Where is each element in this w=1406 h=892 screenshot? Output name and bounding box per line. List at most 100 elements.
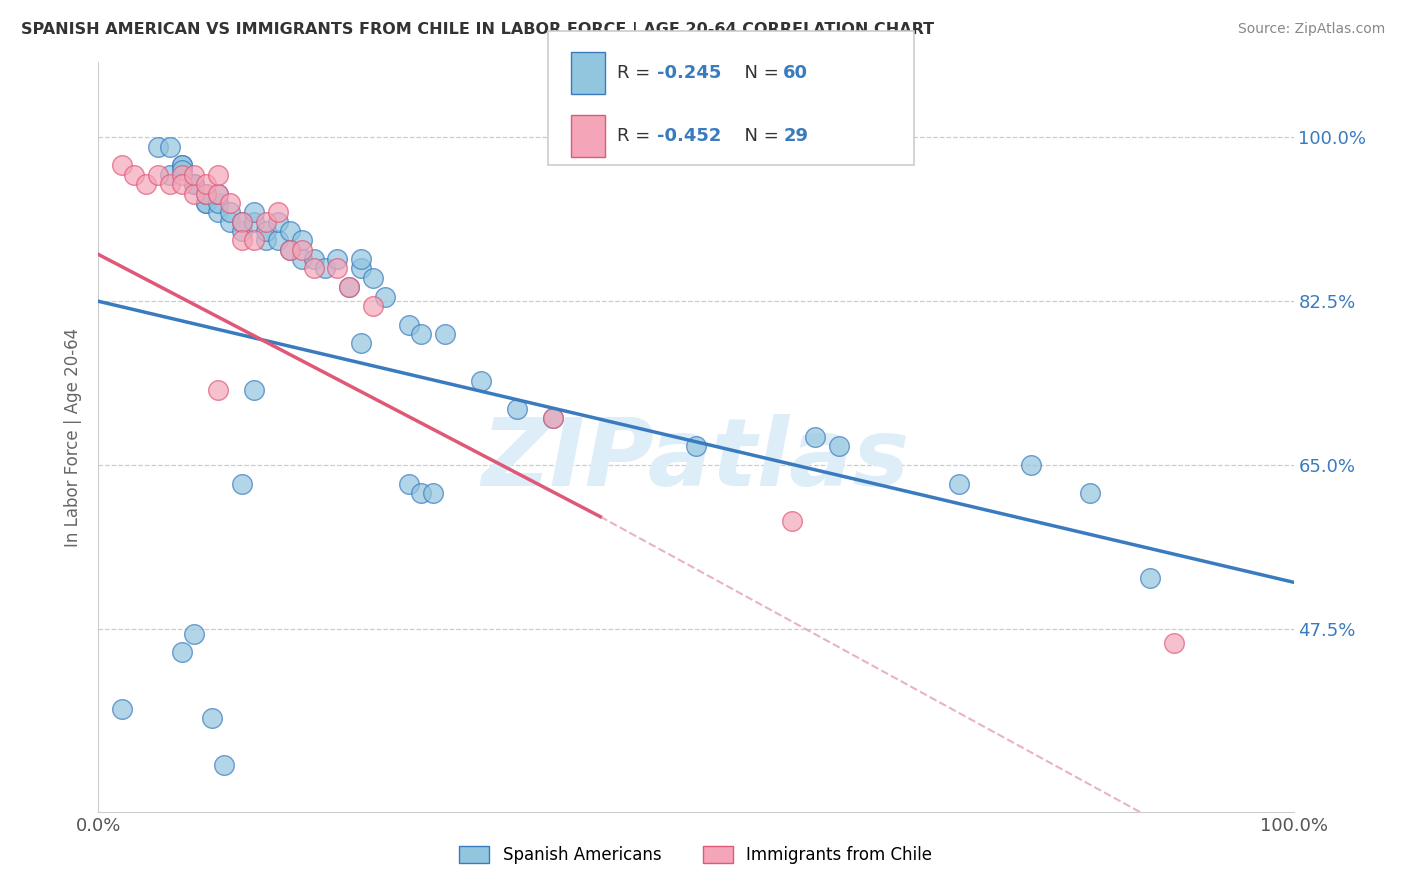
Point [302, 252, 325, 266]
Point [231, 214, 253, 228]
Point [195, 186, 218, 201]
Point [172, 646, 194, 660]
Point [148, 168, 170, 182]
Point [195, 186, 218, 201]
Point [339, 280, 361, 294]
Point [267, 214, 290, 228]
Point [231, 476, 253, 491]
Point [254, 233, 277, 247]
Point [363, 299, 385, 313]
Point [207, 205, 229, 219]
Point [948, 476, 970, 491]
Point [685, 439, 707, 453]
Point [231, 233, 253, 247]
Text: 60: 60 [783, 64, 808, 82]
Point [302, 261, 325, 276]
Point [541, 411, 564, 425]
Point [201, 711, 224, 725]
Point [207, 186, 229, 201]
Point [183, 186, 205, 201]
Point [243, 205, 266, 219]
Text: -0.245: -0.245 [657, 64, 721, 82]
Point [254, 224, 277, 238]
Text: -0.452: -0.452 [657, 127, 721, 145]
Point [207, 168, 229, 182]
Text: N =: N = [733, 64, 785, 82]
Point [1080, 486, 1102, 500]
Point [207, 195, 229, 210]
Point [243, 233, 266, 247]
Point [541, 411, 564, 425]
Point [172, 159, 194, 173]
Point [278, 224, 301, 238]
Point [470, 374, 492, 388]
Point [172, 163, 194, 178]
Point [411, 486, 433, 500]
Point [374, 289, 396, 303]
Point [159, 168, 181, 182]
Point [195, 195, 218, 210]
Point [398, 476, 420, 491]
Point [350, 252, 373, 266]
Point [183, 177, 205, 192]
Text: N =: N = [733, 127, 785, 145]
Point [363, 271, 385, 285]
Point [135, 177, 157, 192]
Point [231, 224, 253, 238]
Text: Source: ZipAtlas.com: Source: ZipAtlas.com [1237, 22, 1385, 37]
Point [278, 243, 301, 257]
Text: R =: R = [617, 64, 657, 82]
Point [172, 177, 194, 192]
Text: SPANISH AMERICAN VS IMMIGRANTS FROM CHILE IN LABOR FORCE | AGE 20-64 CORRELATION: SPANISH AMERICAN VS IMMIGRANTS FROM CHIL… [21, 22, 934, 38]
Point [183, 168, 205, 182]
Point [804, 430, 827, 444]
Point [231, 214, 253, 228]
Text: R =: R = [617, 127, 657, 145]
Point [434, 326, 457, 341]
Point [422, 486, 444, 500]
Point [243, 384, 266, 398]
Text: 29: 29 [783, 127, 808, 145]
Point [172, 159, 194, 173]
Point [195, 195, 218, 210]
Point [207, 186, 229, 201]
Point [267, 233, 290, 247]
Text: ZIPatlas: ZIPatlas [482, 414, 910, 506]
Point [339, 280, 361, 294]
Point [828, 439, 851, 453]
Point [159, 177, 181, 192]
Point [326, 261, 349, 276]
Point [159, 139, 181, 153]
Point [148, 139, 170, 153]
Point [219, 205, 242, 219]
Point [350, 336, 373, 351]
Point [195, 177, 218, 192]
Point [315, 261, 337, 276]
Point [398, 318, 420, 332]
Point [183, 626, 205, 640]
Point [1139, 571, 1161, 585]
Point [278, 243, 301, 257]
Point [1019, 458, 1042, 473]
Point [219, 195, 242, 210]
Point [172, 168, 194, 182]
Point [254, 214, 277, 228]
Point [207, 384, 229, 398]
Point [506, 401, 529, 416]
Point [291, 233, 314, 247]
Point [212, 758, 235, 772]
Point [326, 252, 349, 266]
Point [124, 168, 146, 182]
Point [183, 177, 205, 192]
Point [291, 252, 314, 266]
Point [267, 205, 290, 219]
Point [111, 159, 134, 173]
Point [111, 701, 134, 715]
Point [219, 214, 242, 228]
Legend: Spanish Americans, Immigrants from Chile: Spanish Americans, Immigrants from Chile [453, 839, 939, 871]
Point [411, 326, 433, 341]
Y-axis label: In Labor Force | Age 20-64: In Labor Force | Age 20-64 [65, 327, 83, 547]
Point [1163, 636, 1185, 650]
Point [780, 514, 803, 528]
Point [243, 214, 266, 228]
